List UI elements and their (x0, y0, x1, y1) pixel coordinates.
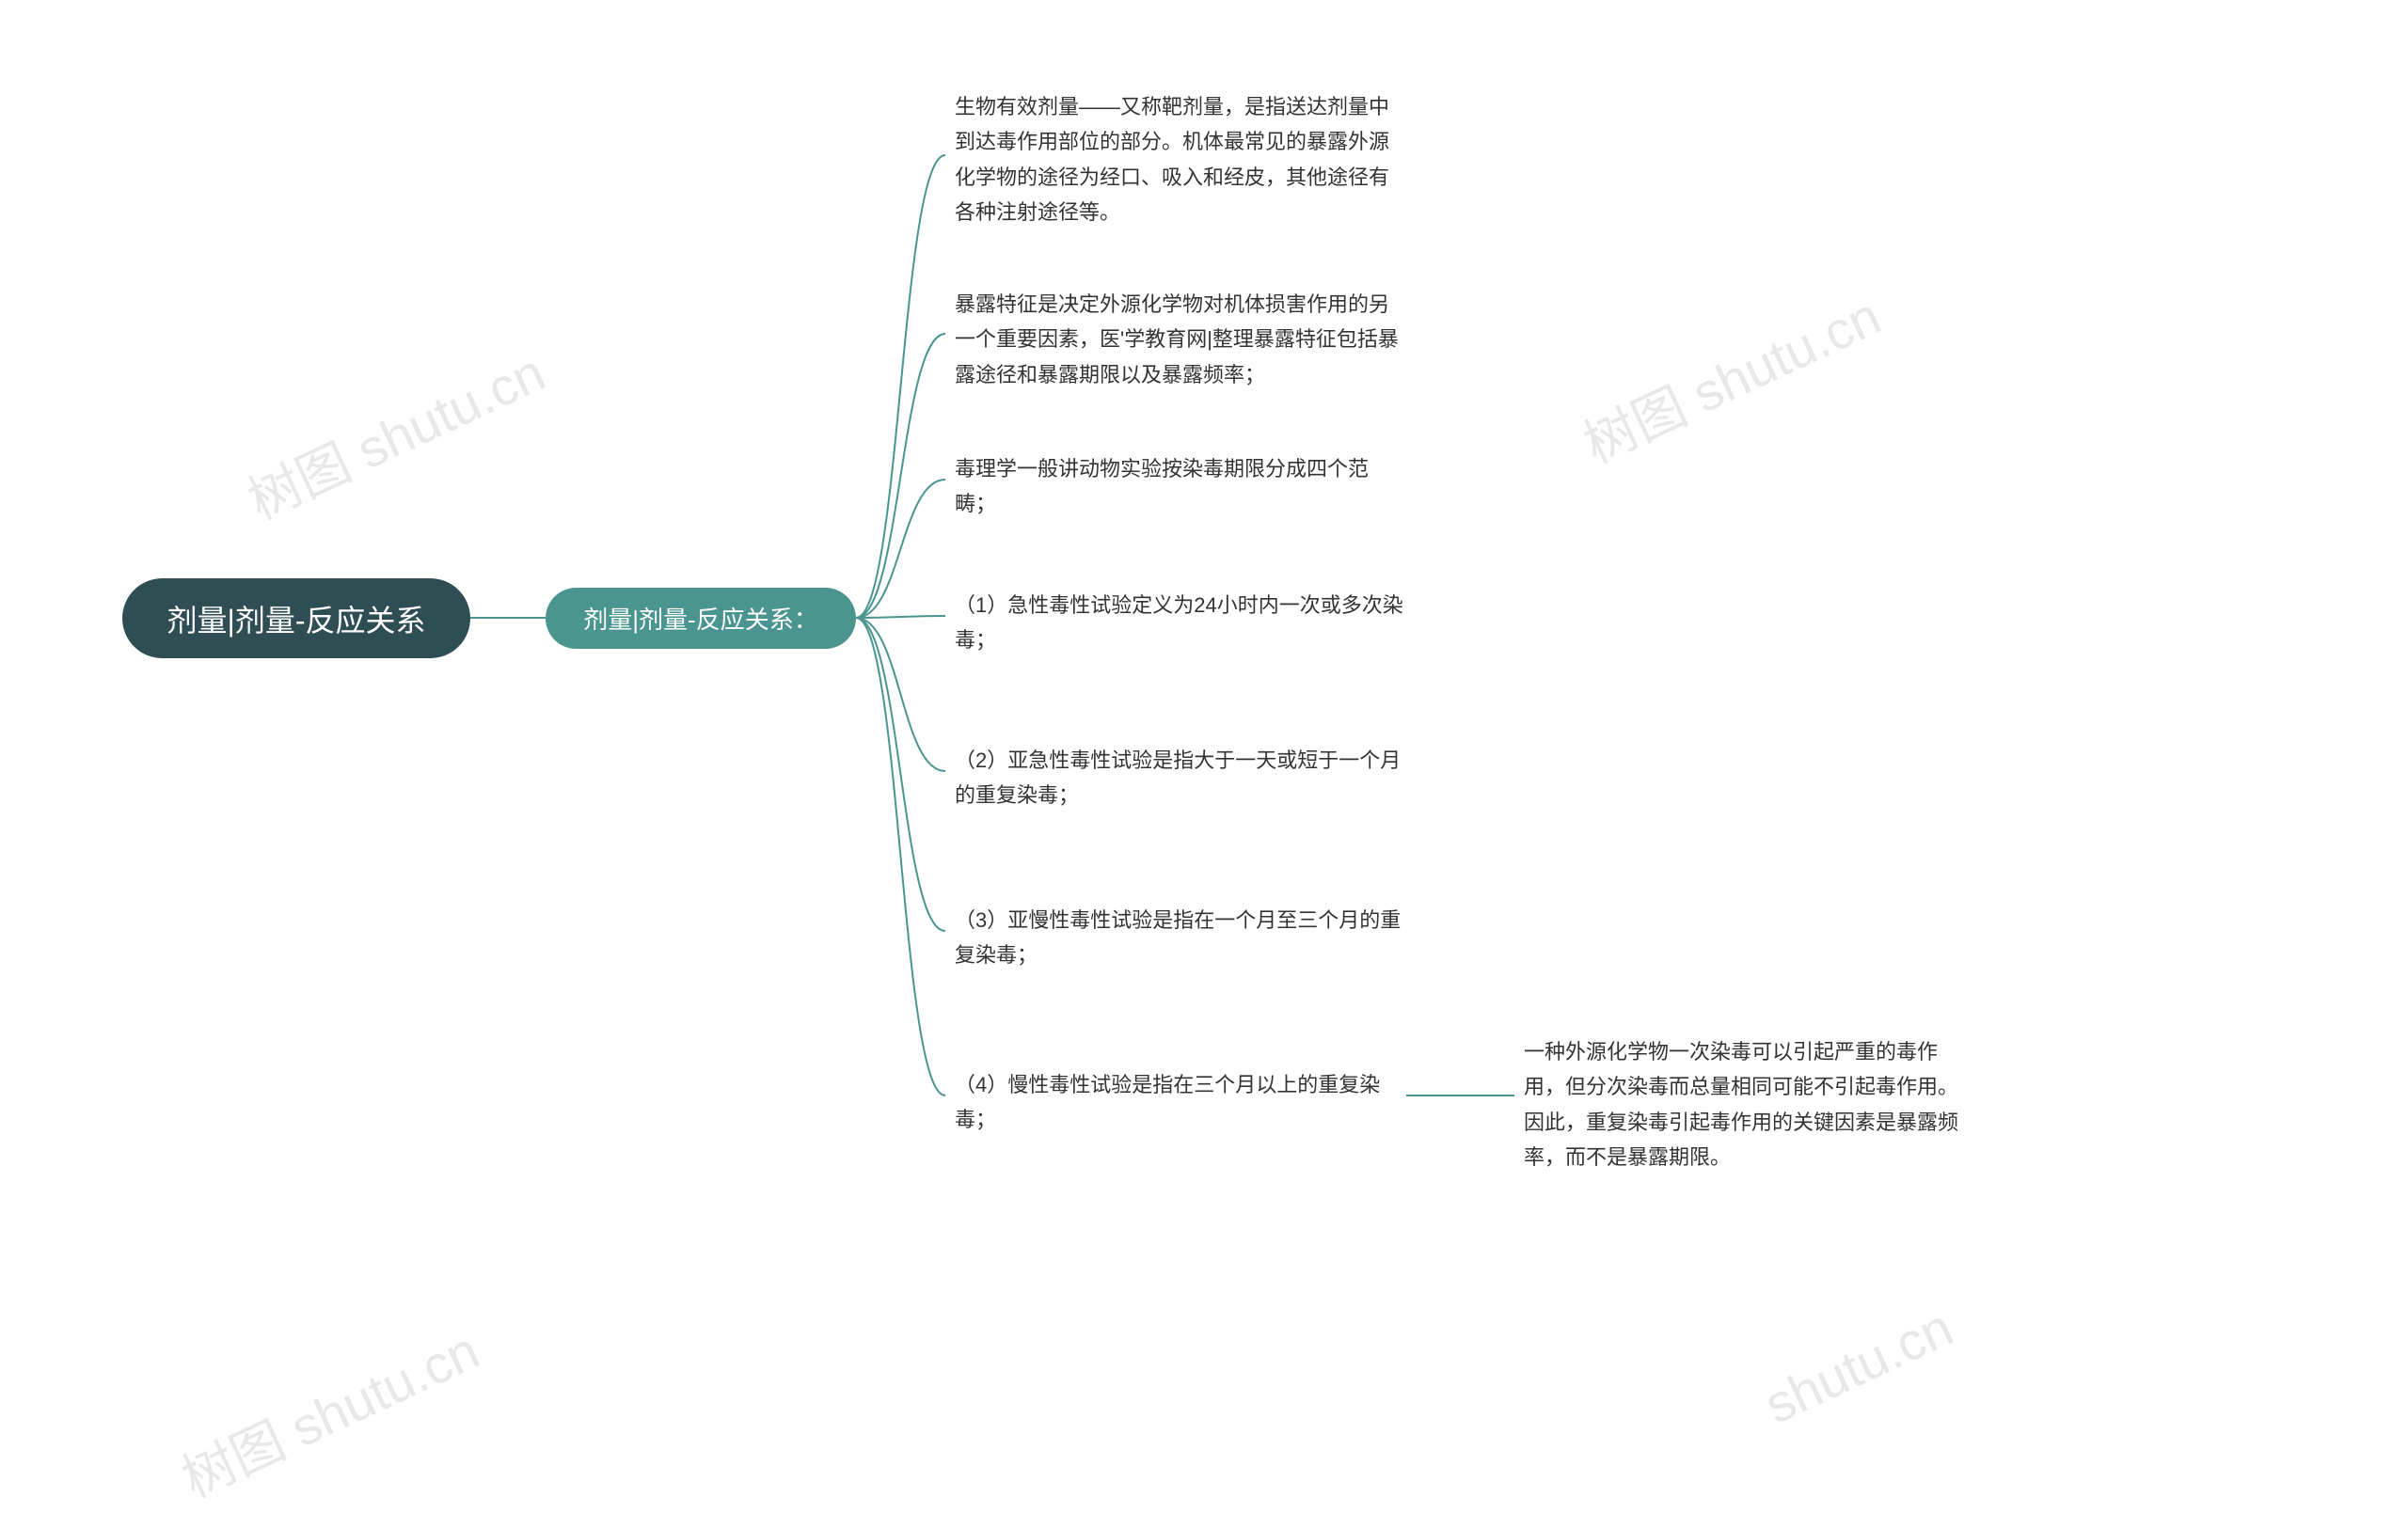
mindmap-leaf: 暴露特征是决定外源化学物对机体损害作用的另一个重要因素，医'学教育网|整理暴露特… (955, 287, 1406, 392)
subleaf-text: 一种外源化学物一次染毒可以引起严重的毒作用，但分次染毒而总量相同可能不引起毒作用… (1524, 1034, 1975, 1175)
leaf-text: 生物有效剂量——又称靶剂量，是指送达剂量中到达毒作用部位的部分。机体最常见的暴露… (955, 89, 1406, 230)
leaf-text: （3）亚慢性毒性试验是指在一个月至三个月的重复染毒； (955, 903, 1406, 973)
mindmap-leaf: （1）急性毒性试验定义为24小时内一次或多次染毒； (955, 588, 1406, 658)
mindmap-root: 剂量|剂量-反应关系 (122, 578, 470, 658)
watermark: 树图 shutu.cn (168, 1309, 490, 1513)
mindmap-subleaf: 一种外源化学物一次染毒可以引起严重的毒作用，但分次染毒而总量相同可能不引起毒作用… (1524, 1034, 1975, 1175)
mindmap-leaf: （3）亚慢性毒性试验是指在一个月至三个月的重复染毒； (955, 903, 1406, 973)
mindmap-leaf: （4）慢性毒性试验是指在三个月以上的重复染毒； (955, 1067, 1406, 1138)
leaf-text: 毒理学一般讲动物实验按染毒期限分成四个范畴； (955, 451, 1406, 522)
leaf-text: （1）急性毒性试验定义为24小时内一次或多次染毒； (955, 588, 1406, 658)
mindmap-leaf: 毒理学一般讲动物实验按染毒期限分成四个范畴； (955, 451, 1406, 522)
mindmap-leaf: 生物有效剂量——又称靶剂量，是指送达剂量中到达毒作用部位的部分。机体最常见的暴露… (955, 89, 1406, 230)
mindmap-branch: 剂量|剂量-反应关系： (546, 588, 856, 649)
leaf-text: （4）慢性毒性试验是指在三个月以上的重复染毒； (955, 1067, 1406, 1138)
watermark: 树图 shutu.cn (234, 331, 556, 535)
mindmap-leaf: （2）亚急性毒性试验是指大于一天或短于一个月的重复染毒； (955, 743, 1406, 813)
leaf-text: 暴露特征是决定外源化学物对机体损害作用的另一个重要因素，医'学教育网|整理暴露特… (955, 287, 1406, 392)
root-label: 剂量|剂量-反应关系 (167, 597, 426, 640)
leaf-text: （2）亚急性毒性试验是指大于一天或短于一个月的重复染毒； (955, 743, 1406, 813)
watermark: shutu.cn (1755, 1296, 1961, 1435)
watermark: 树图 shutu.cn (1570, 275, 1892, 479)
branch-label: 剂量|剂量-反应关系： (583, 601, 817, 636)
